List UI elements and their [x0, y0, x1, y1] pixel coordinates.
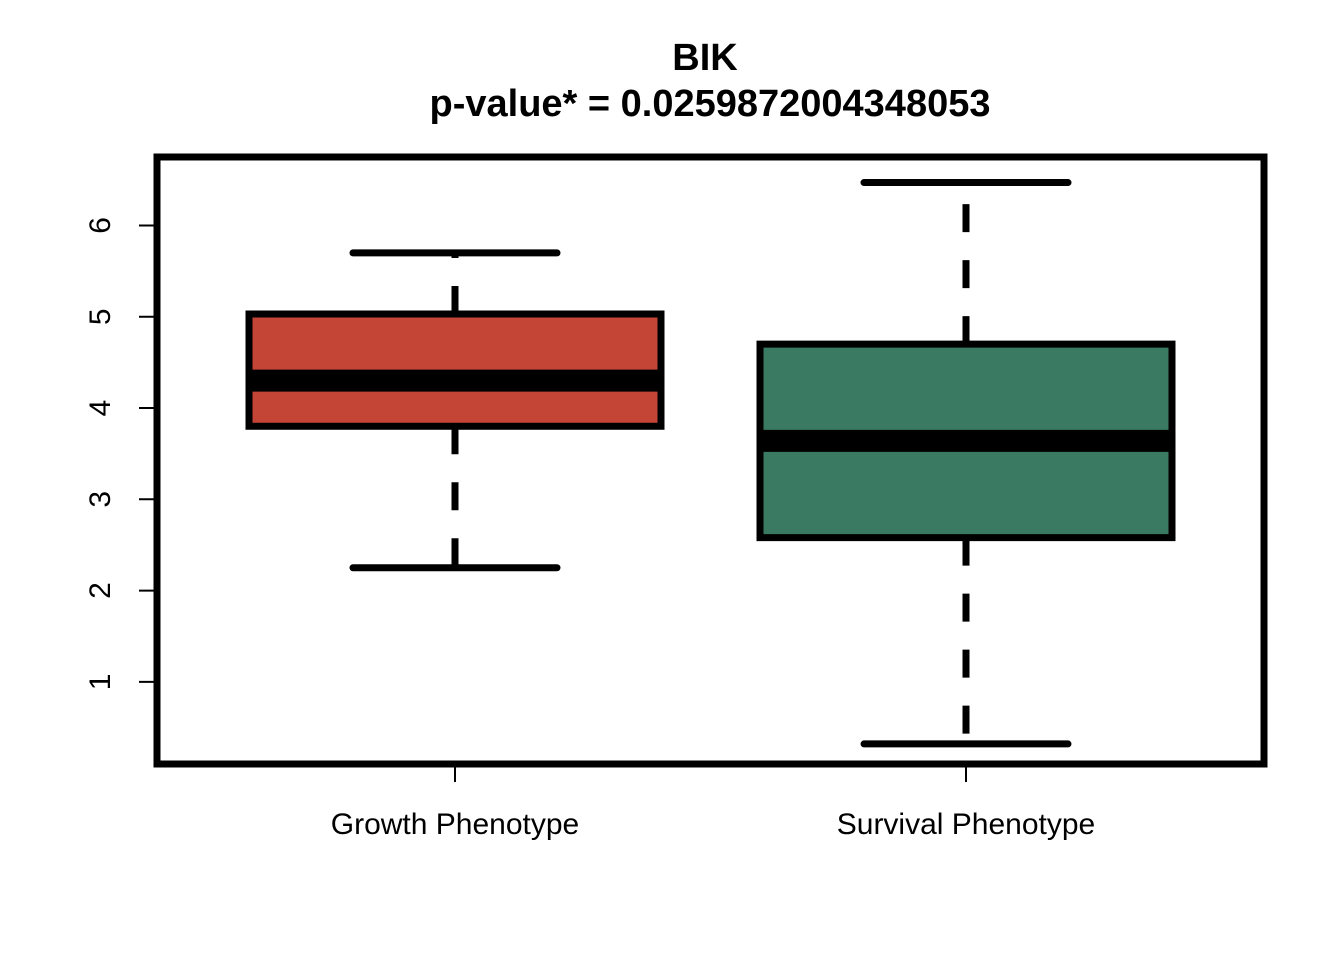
box-group-2 [756, 179, 1176, 748]
x-tick-label: Survival Phenotype [837, 808, 1096, 841]
y-tick-label: 6 [84, 217, 117, 234]
y-tick-label: 5 [84, 308, 117, 325]
y-tick-label: 2 [84, 582, 117, 599]
y-axis: 1 2 3 4 5 6 [84, 217, 157, 690]
chart-subtitle: p-value* = 0.0259872004348053 [430, 83, 991, 125]
box-group-1 [245, 249, 665, 572]
chart-title: BIK [672, 37, 738, 79]
y-tick-label: 3 [84, 491, 117, 508]
x-tick-label: Growth Phenotype [331, 808, 579, 841]
x-axis: Growth Phenotype Survival Phenotype [331, 764, 1095, 841]
plot-frame [153, 153, 1268, 768]
y-tick-label: 4 [84, 400, 117, 417]
plot-marks [245, 179, 1176, 748]
y-tick-label: 1 [84, 674, 117, 691]
